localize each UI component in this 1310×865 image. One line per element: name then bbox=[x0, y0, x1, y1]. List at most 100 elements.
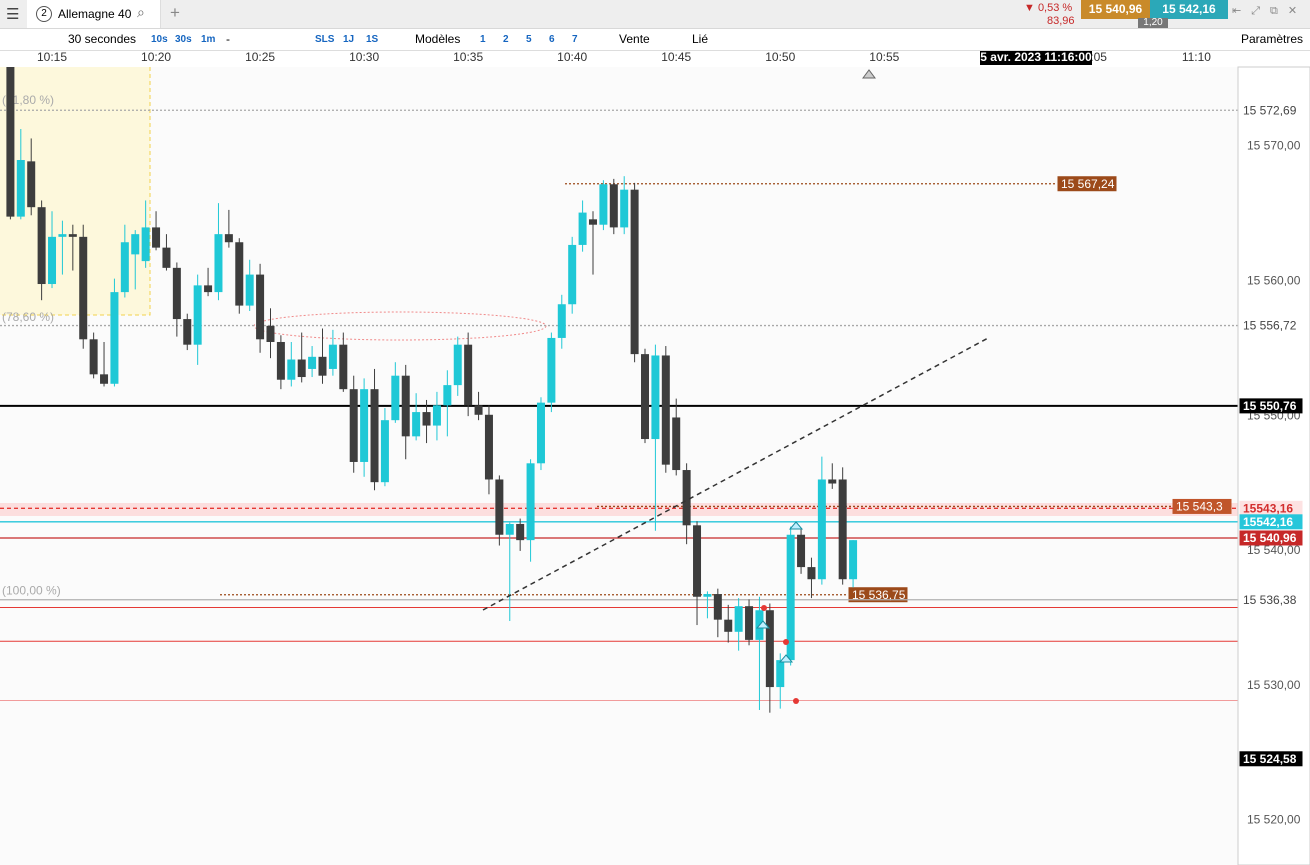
candle-body bbox=[120, 242, 129, 293]
candle-body bbox=[651, 355, 660, 440]
candle-body bbox=[661, 355, 670, 465]
candle-body bbox=[48, 236, 57, 285]
candle-body bbox=[37, 207, 46, 285]
trade-markers bbox=[755, 521, 804, 663]
level-label: 15 556,72 bbox=[1243, 319, 1297, 333]
change-pts: 83,96 bbox=[1047, 15, 1075, 27]
toolbar-item[interactable]: Vente bbox=[619, 32, 650, 46]
y-tick-label: 15 540,00 bbox=[1247, 543, 1301, 557]
candle-body bbox=[568, 244, 577, 305]
candle-body bbox=[797, 534, 806, 568]
candle-body bbox=[370, 389, 379, 483]
candle-body bbox=[526, 463, 535, 541]
candle-body bbox=[79, 236, 88, 340]
candle-body bbox=[786, 534, 795, 661]
candle-body bbox=[172, 267, 181, 320]
toolbar-item[interactable]: 1J bbox=[343, 34, 355, 45]
window-icons[interactable]: ⇤⤢⧉✕ bbox=[1232, 5, 1308, 17]
sell-price[interactable]: 15 540,96 bbox=[1081, 0, 1150, 19]
stop-markers bbox=[761, 605, 799, 704]
candle-body bbox=[58, 234, 67, 237]
y-tick-label: 15 530,00 bbox=[1247, 678, 1301, 692]
stop-dot bbox=[793, 698, 799, 704]
add-tab[interactable]: + bbox=[170, 3, 180, 22]
level-label-bg bbox=[1239, 530, 1303, 546]
level-label-bg bbox=[1239, 514, 1303, 530]
candle-body bbox=[318, 356, 327, 376]
candle-body bbox=[807, 567, 816, 580]
level-label-bg bbox=[1239, 751, 1303, 767]
candle-body bbox=[391, 375, 400, 421]
toolbar-item[interactable]: Lié bbox=[692, 32, 709, 46]
toolbar-item[interactable]: 1 bbox=[480, 34, 486, 45]
x-tick-label: 10:20 bbox=[141, 50, 171, 64]
candle-body bbox=[224, 234, 233, 243]
candle-body bbox=[495, 479, 504, 535]
candle-body bbox=[266, 325, 275, 342]
candle-body bbox=[380, 420, 389, 483]
toolbar-item[interactable]: 1S bbox=[366, 34, 379, 45]
toolbar-item[interactable]: 2 bbox=[503, 34, 509, 45]
toolbar-item[interactable]: 7 bbox=[572, 34, 578, 45]
x-tick-label: 10:15 bbox=[37, 50, 67, 64]
x-tick-label: 10:55 bbox=[869, 50, 899, 64]
change-pct: ▼ 0,53 % bbox=[1024, 2, 1073, 14]
candle-body bbox=[817, 479, 826, 580]
candle-body bbox=[505, 523, 514, 535]
buy-price[interactable]: 15 542,16 bbox=[1150, 0, 1228, 19]
toolbar-item[interactable]: SLS bbox=[315, 34, 335, 45]
trend-line bbox=[482, 336, 991, 611]
x-tick-label: 10:35 bbox=[453, 50, 483, 64]
fib-zone-border bbox=[0, 67, 151, 316]
x-tick-label: 10:30 bbox=[349, 50, 379, 64]
toolbar-item[interactable]: 1m bbox=[201, 34, 216, 45]
candle-body bbox=[453, 344, 462, 386]
candle-body bbox=[588, 219, 597, 225]
y-tick-label: 15 560,00 bbox=[1247, 273, 1301, 287]
candle-body bbox=[536, 402, 545, 464]
candle-body bbox=[245, 274, 254, 306]
toolbar-item[interactable]: 6 bbox=[549, 34, 555, 45]
candle-body bbox=[620, 189, 629, 228]
fib-label: (61,80 %) bbox=[2, 93, 54, 107]
x-tick-label: 11:10 bbox=[1182, 50, 1211, 64]
candle-body bbox=[547, 337, 556, 403]
candle-body bbox=[360, 389, 369, 462]
level-label: 15 536,75 bbox=[852, 588, 906, 602]
level-label: 15 543,3 bbox=[1176, 500, 1223, 514]
toolbar-item[interactable]: Modèles bbox=[415, 32, 461, 46]
toolbar-item[interactable]: 10s bbox=[151, 34, 168, 45]
candle-body bbox=[682, 470, 691, 526]
level-label-bg bbox=[1057, 176, 1117, 192]
tab-number: 2 bbox=[36, 6, 52, 22]
candle-body bbox=[703, 594, 712, 597]
y-tick-label: 15 520,00 bbox=[1247, 813, 1301, 827]
candle-body bbox=[578, 212, 587, 245]
level-label: 15 540,96 bbox=[1243, 531, 1297, 545]
toolbar-item[interactable]: 5 bbox=[526, 34, 532, 45]
level-label: 15 524,58 bbox=[1243, 752, 1297, 766]
buy-marker bbox=[788, 521, 804, 530]
toolbar-item[interactable]: Paramètres bbox=[1241, 32, 1304, 46]
candle-body bbox=[141, 227, 150, 262]
toolbar-item[interactable]: 30s bbox=[175, 34, 192, 45]
candle-body bbox=[27, 161, 36, 208]
crosshair-label: 5 avr. 2023 11:16:00 bbox=[980, 50, 1092, 64]
candle-body bbox=[849, 540, 858, 580]
search-icon[interactable]: ⌕ bbox=[137, 4, 145, 20]
chart-toolbar: 30 secondes 10s 30s 1m - SLS 1J 1S Modèles 1 2 5 6 7 V… bbox=[0, 29, 1310, 51]
time-axis-bg bbox=[0, 50, 1238, 67]
menu-icon[interactable]: ☰ bbox=[6, 6, 20, 23]
candle-body bbox=[412, 412, 421, 437]
candle-body bbox=[672, 417, 681, 471]
candle-body bbox=[599, 184, 608, 225]
stop-dot bbox=[761, 605, 767, 611]
toolbar-item[interactable]: 30 secondes bbox=[68, 32, 137, 46]
candle-body bbox=[724, 619, 733, 632]
level-label-bg bbox=[1172, 498, 1232, 514]
candle-body bbox=[422, 412, 431, 426]
candle-body bbox=[693, 525, 702, 597]
candle-body bbox=[6, 65, 15, 217]
toolbar-item[interactable]: - bbox=[226, 32, 230, 46]
